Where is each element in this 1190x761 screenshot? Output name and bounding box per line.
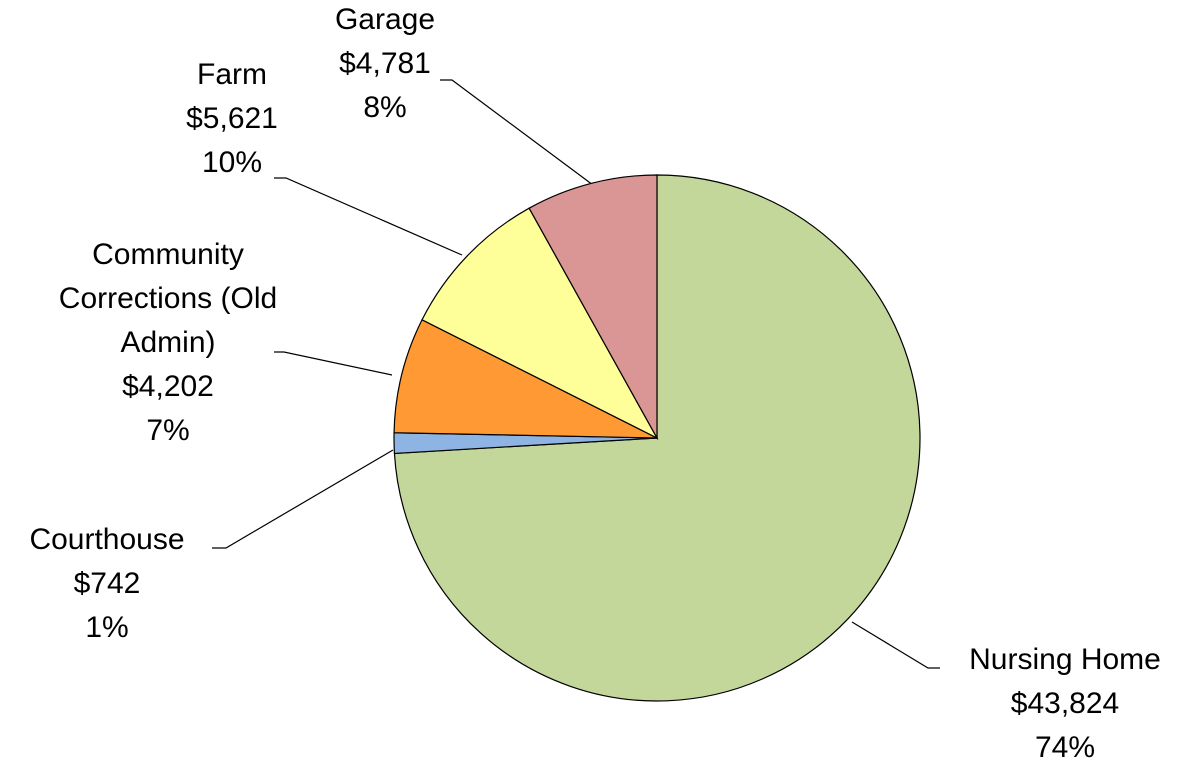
leader-lines [212,79,940,669]
slice-label: Farm $5,621 10% [102,53,362,185]
leader-line [212,449,394,549]
label-value: $5,621 [186,102,278,135]
label-percent: 74% [1034,731,1096,761]
label-name: Community Corrections (Old Admin) [58,238,278,359]
pie-slice [421,207,659,440]
leader-line [274,351,393,376]
label-value: $4,202 [122,370,214,403]
leader-line [440,79,594,186]
label-value: $43,824 [1010,687,1120,720]
label-value: $742 [73,567,141,600]
label-percent: 10% [201,146,263,179]
slice-label: Community Corrections (Old Admin) $4,202… [53,233,283,453]
label-percent: 8% [363,91,407,124]
slice-label: Courthouse $742 1% [0,518,237,650]
label-name: Courthouse [29,523,185,556]
label-value: $4,781 [339,47,431,80]
label-name: Farm [197,58,267,91]
label-name: Nursing Home [969,643,1161,676]
label-percent: 7% [146,414,190,447]
pie-slice [528,174,658,441]
label-percent: 1% [85,611,129,644]
slice-label: Garage $4,781 8% [255,0,515,130]
pie-slice [393,318,658,439]
label-name: Garage [334,3,436,36]
leader-line [851,621,940,669]
leader-line [274,177,463,256]
slice-label: Nursing Home $43,824 74% [940,638,1190,761]
